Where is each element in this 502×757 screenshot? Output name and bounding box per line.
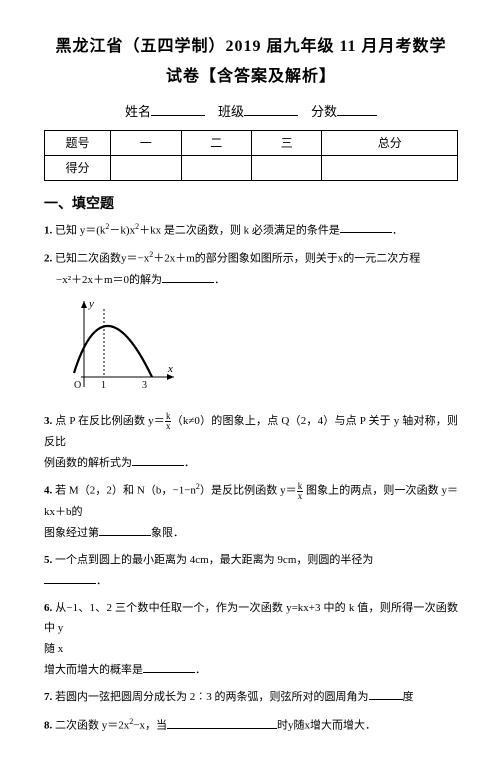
q8-a: 二次函数 y＝2x bbox=[55, 720, 129, 732]
cell-1 bbox=[111, 155, 181, 180]
q3-a: 点 P 在反比例函数 y＝ bbox=[55, 415, 165, 427]
question-7: 7. 若圆内一弦把圆周分成长为 2︰3 的两条弧，则弦所对的圆周角为 度 bbox=[44, 687, 458, 708]
q7-blank bbox=[369, 688, 403, 700]
q2-tail: ． bbox=[214, 274, 225, 286]
question-5: 5. 一个点到圆上的最小距离为 4cm，最大距离为 9cm，则圆的半径为 ． bbox=[44, 550, 458, 592]
q4-a: 若 M（2，2）和 N（b，−1−n bbox=[55, 485, 196, 497]
q4-num: 4. bbox=[44, 485, 52, 497]
cell-4 bbox=[322, 155, 458, 180]
q1-blank bbox=[340, 221, 392, 233]
score-blank bbox=[337, 102, 377, 116]
q7-num: 7. bbox=[44, 691, 52, 703]
score-label: 分数 bbox=[311, 104, 337, 119]
question-8: 8. 二次函数 y＝2x2−x，当时y随x增大而增大． bbox=[44, 714, 458, 737]
q3-c: 例函数的解析式为 bbox=[44, 457, 132, 469]
q4-d: 图象经过第 bbox=[44, 527, 99, 539]
q6-b: 随 x bbox=[44, 643, 63, 655]
q2-eq: −x²＋2x＋m＝0的解为 bbox=[56, 274, 162, 286]
score-table: 题号 一 二 三 总分 得分 bbox=[44, 130, 458, 181]
svg-text:O: O bbox=[74, 380, 81, 391]
q4-blank bbox=[99, 524, 151, 536]
q1-num: 1. bbox=[44, 224, 52, 236]
name-blank bbox=[151, 102, 205, 116]
row-label: 得分 bbox=[45, 155, 111, 180]
svg-text:x: x bbox=[167, 363, 173, 375]
question-2: 2. 已知二次函数y＝−x2＋2x＋m的部分图象如图所示，则关于x的一元二次方程… bbox=[44, 247, 458, 290]
cell-3 bbox=[252, 155, 322, 180]
q6-c: 增大而增大的概率是 bbox=[44, 664, 143, 676]
q5-tail: ． bbox=[96, 575, 107, 587]
q7-b: 度 bbox=[403, 691, 414, 703]
title-line-1: 黑龙江省（五四学制）2019 届九年级 11 月月考数学 bbox=[44, 32, 458, 62]
q3-tail: ． bbox=[184, 457, 195, 469]
q1-c: ＋kx 是二次函数，则 k 必须满足的条件是 bbox=[139, 224, 340, 236]
class-blank bbox=[244, 102, 298, 116]
q4-b: ）是反比例函数 y＝ bbox=[200, 485, 297, 497]
q3-num: 3. bbox=[44, 415, 52, 427]
q2-graph: O 1 3 y x bbox=[56, 295, 458, 405]
question-4: 4. 若 M（2，2）和 N（b，−1−n2）是反比例函数 y＝kx 图象上的两… bbox=[44, 479, 458, 543]
svg-text:y: y bbox=[88, 298, 94, 310]
q3-blank bbox=[132, 454, 184, 466]
question-3: 3. 点 P 在反比例函数 y＝kx（k≠0）的图象上，点 Q（2，4）与点 P… bbox=[44, 411, 458, 474]
th-0: 题号 bbox=[45, 130, 111, 155]
q5-a: 一个点到圆上的最小距离为 4cm，最大距离为 9cm，则圆的半径为 bbox=[55, 554, 373, 566]
th-1: 一 bbox=[111, 130, 181, 155]
q5-blank bbox=[44, 572, 96, 584]
question-1: 1. 已知 y＝(k2－k)x2＋kx 是二次函数，则 k 必须满足的条件是． bbox=[44, 219, 458, 242]
q6-tail: ． bbox=[195, 664, 206, 676]
title-line-2: 试卷【含答案及解析】 bbox=[44, 62, 458, 92]
cell-2 bbox=[181, 155, 251, 180]
q2-blank bbox=[162, 271, 214, 283]
q6-a: 从−1、1、2 三个数中任取一个，作为一次函数 y=kx+3 中的 k 值，则所… bbox=[44, 602, 458, 635]
q2-b: ＋2x＋m的部分图象如图所示，则关于x的一元二次方程 bbox=[153, 253, 420, 265]
th-3: 三 bbox=[252, 130, 322, 155]
th-2: 二 bbox=[181, 130, 251, 155]
q8-num: 8. bbox=[44, 720, 52, 732]
q5-num: 5. bbox=[44, 554, 52, 566]
q6-num: 6. bbox=[44, 602, 52, 614]
q2-a: 已知二次函数y＝−x bbox=[55, 253, 149, 265]
q1-tail: ． bbox=[392, 224, 403, 236]
q1-b: －k)x bbox=[109, 224, 135, 236]
q7-a: 若圆内一弦把圆周分成长为 2︰3 的两条弧，则弦所对的圆周角为 bbox=[55, 691, 369, 703]
question-6: 6. 从−1、1、2 三个数中任取一个，作为一次函数 y=kx+3 中的 k 值… bbox=[44, 598, 458, 682]
svg-text:3: 3 bbox=[142, 380, 147, 391]
svg-text:1: 1 bbox=[101, 380, 106, 391]
th-4: 总分 bbox=[322, 130, 458, 155]
q2-num: 2. bbox=[44, 253, 52, 265]
name-label: 姓名 bbox=[125, 104, 151, 119]
info-line: 姓名 班级 分数 bbox=[44, 101, 458, 120]
q4-tail: 象限． bbox=[151, 527, 184, 539]
q8-blank bbox=[167, 717, 277, 729]
q1-a: 已知 y＝(k bbox=[55, 224, 105, 236]
q6-blank bbox=[143, 661, 195, 673]
q8-c: 时y随x增大而增大． bbox=[277, 720, 376, 732]
section-1-heading: 一、填空题 bbox=[44, 193, 458, 213]
q8-b: −x，当 bbox=[133, 720, 167, 732]
class-label: 班级 bbox=[218, 104, 244, 119]
